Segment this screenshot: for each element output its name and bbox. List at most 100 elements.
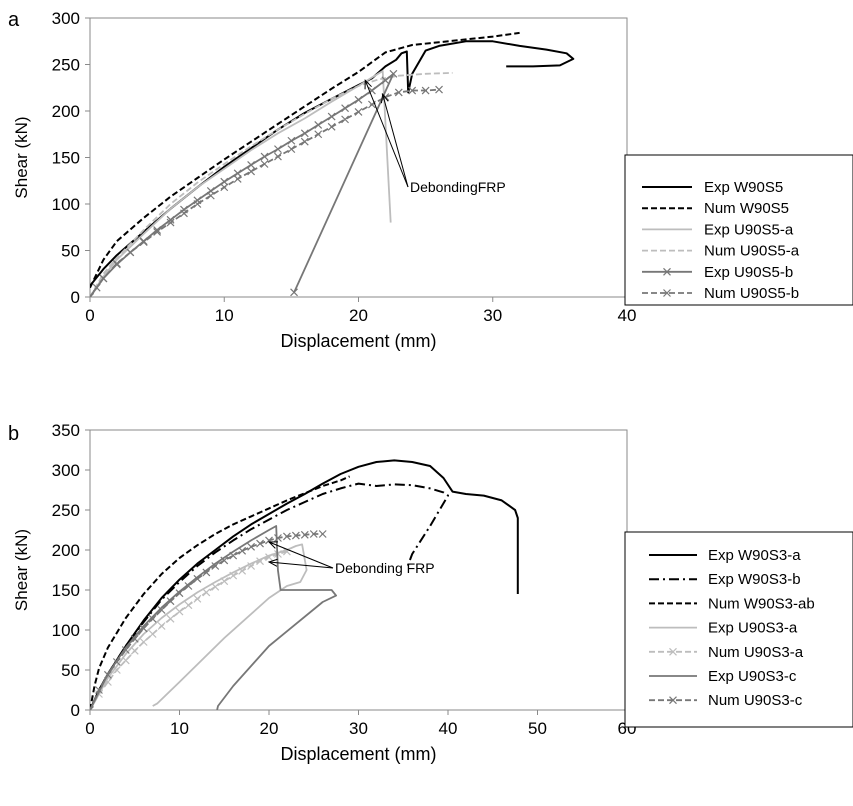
data-point <box>287 136 296 145</box>
series-line <box>90 543 308 710</box>
data-point <box>247 161 256 169</box>
legend-item: Num U90S3-a <box>649 644 804 661</box>
data-point <box>389 69 398 78</box>
legend: Exp W90S3-a Exp W90S3-b Num W90S3-ab Exp U9… <box>624 531 853 728</box>
series-num-w90s3-ab <box>90 475 351 710</box>
data-point <box>282 532 291 541</box>
y-tick-label: 0 <box>71 701 80 720</box>
data-point <box>256 539 264 548</box>
data-point <box>274 152 282 161</box>
legend-item: Num W90S5 <box>642 200 789 217</box>
data-point <box>211 562 220 570</box>
legend-item: Num U90S3-c <box>649 692 803 709</box>
arrow-head <box>267 558 278 567</box>
y-tick-label: 300 <box>52 461 80 480</box>
data-point <box>247 542 256 551</box>
data-point <box>121 646 130 654</box>
data-point <box>282 547 291 556</box>
data-point <box>247 562 256 570</box>
series-line <box>90 533 323 710</box>
series-line <box>90 88 440 297</box>
y-tick-label: 0 <box>71 288 80 307</box>
series-line <box>90 31 520 289</box>
legend-item: Num U90S5-b <box>642 285 799 302</box>
data-point <box>229 551 238 560</box>
data-point <box>157 622 166 630</box>
series-exp-w90s3-a <box>90 459 519 710</box>
data-point <box>148 614 157 623</box>
panel-label: a <box>8 9 20 31</box>
data-point <box>157 606 166 614</box>
data-point <box>121 656 130 665</box>
data-point <box>368 86 376 95</box>
data-point <box>256 557 264 566</box>
data-point <box>314 121 323 129</box>
legend-item: Exp U90S5-a <box>642 221 794 238</box>
data-point <box>300 530 309 539</box>
y-tick-label: 150 <box>52 581 80 600</box>
data-point <box>193 200 202 208</box>
data-point <box>290 288 298 297</box>
series-line <box>90 72 453 297</box>
annotation-text: Debonding FRP <box>335 560 435 576</box>
legend-label: Num W90S3-ab <box>708 595 815 612</box>
arrow-head <box>364 79 372 90</box>
data-point <box>175 607 184 616</box>
data-point <box>180 209 188 218</box>
data-point <box>193 574 202 583</box>
data-point <box>139 624 148 633</box>
series-exp-u90s5-a <box>90 70 392 297</box>
data-point <box>341 115 349 124</box>
y-tick-label: 250 <box>52 501 80 520</box>
legend-label: Num U90S5-a <box>704 243 800 260</box>
y-tick-label: 50 <box>61 661 80 680</box>
arrow-head <box>267 541 279 549</box>
x-tick-label: 0 <box>85 719 94 738</box>
x-axis-label: Displacement (mm) <box>280 331 436 351</box>
data-point <box>166 215 175 224</box>
legend-item: Exp U90S3-c <box>649 668 797 685</box>
data-point <box>126 248 135 257</box>
data-point <box>394 88 403 97</box>
series-num-u90s5-b <box>90 85 443 297</box>
series-line <box>90 72 395 297</box>
legend-box <box>624 531 853 728</box>
data-point <box>381 76 390 85</box>
series-line <box>90 40 575 287</box>
y-tick-label: 250 <box>52 56 80 75</box>
y-tick-label: 100 <box>52 621 80 640</box>
annotation: Debonding FRP <box>267 541 435 576</box>
data-point <box>260 152 269 161</box>
x-tick-label: 20 <box>260 719 279 738</box>
data-point <box>90 293 94 297</box>
data-point <box>99 274 108 283</box>
data-point <box>130 634 139 643</box>
series-exp-u90s3-c <box>90 525 338 710</box>
panel-label: b <box>8 423 19 445</box>
y-axis-label: Shear (kN) <box>12 116 31 198</box>
data-point <box>95 686 103 694</box>
data-point <box>341 104 349 113</box>
legend-marker <box>663 289 671 297</box>
annotation: DebondingFRP <box>364 79 506 195</box>
annotation-text: DebondingFRP <box>410 179 506 195</box>
x-tick-label: 0 <box>85 306 94 325</box>
legend: Exp W90S5 Num W90S5 Exp U90S5-a Num U90S5-a… <box>624 154 853 306</box>
legend-label: Exp U90S5-b <box>704 264 793 281</box>
annotation-arrow <box>268 541 334 569</box>
data-point <box>238 546 247 555</box>
data-point <box>90 706 94 710</box>
annotation-arrow <box>268 561 334 569</box>
legend-label: Exp U90S5-a <box>704 221 794 238</box>
legend-label: Exp W90S3-a <box>708 547 801 564</box>
y-tick-label: 50 <box>61 242 80 261</box>
data-point <box>139 638 148 646</box>
data-point <box>112 666 121 674</box>
series-exp-w90s3-b <box>90 482 449 710</box>
data-point <box>274 534 282 542</box>
x-tick-label: 30 <box>483 306 502 325</box>
x-axis-label: Displacement (mm) <box>280 744 436 764</box>
data-point <box>220 577 229 586</box>
